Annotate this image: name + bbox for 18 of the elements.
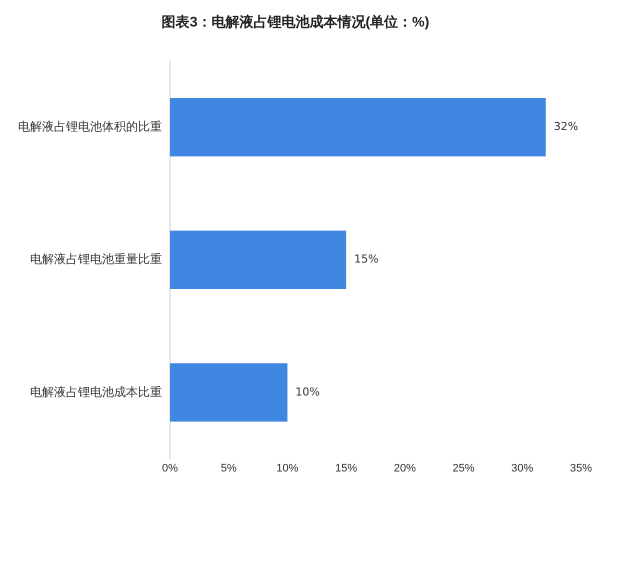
x-tick-label: 25% [452, 462, 475, 474]
data-label: 15% [354, 252, 379, 266]
data-label: 32% [554, 120, 578, 133]
bar [170, 363, 288, 422]
x-tick-label: 30% [511, 462, 534, 474]
bar [170, 230, 346, 289]
bar [170, 98, 546, 156]
x-tick-label: 35% [570, 462, 592, 474]
x-tick-label: 5% [220, 462, 237, 474]
x-tick-label: 15% [335, 462, 358, 474]
x-tick-label: 0% [162, 462, 178, 474]
x-tick-label: 10% [276, 462, 299, 474]
y-tick-label: 电解液占锂电池重量比重 [30, 252, 162, 266]
y-tick-label: 电解液占锂电池成本比重 [30, 384, 162, 399]
x-tick-label: 20% [394, 462, 416, 474]
chart-title: 图表3：电解液占锂电池成本情况(单位：%) [162, 13, 430, 30]
y-tick-label: 电解液占锂电池体积的比重 [18, 119, 162, 134]
data-label: 10% [295, 385, 320, 398]
